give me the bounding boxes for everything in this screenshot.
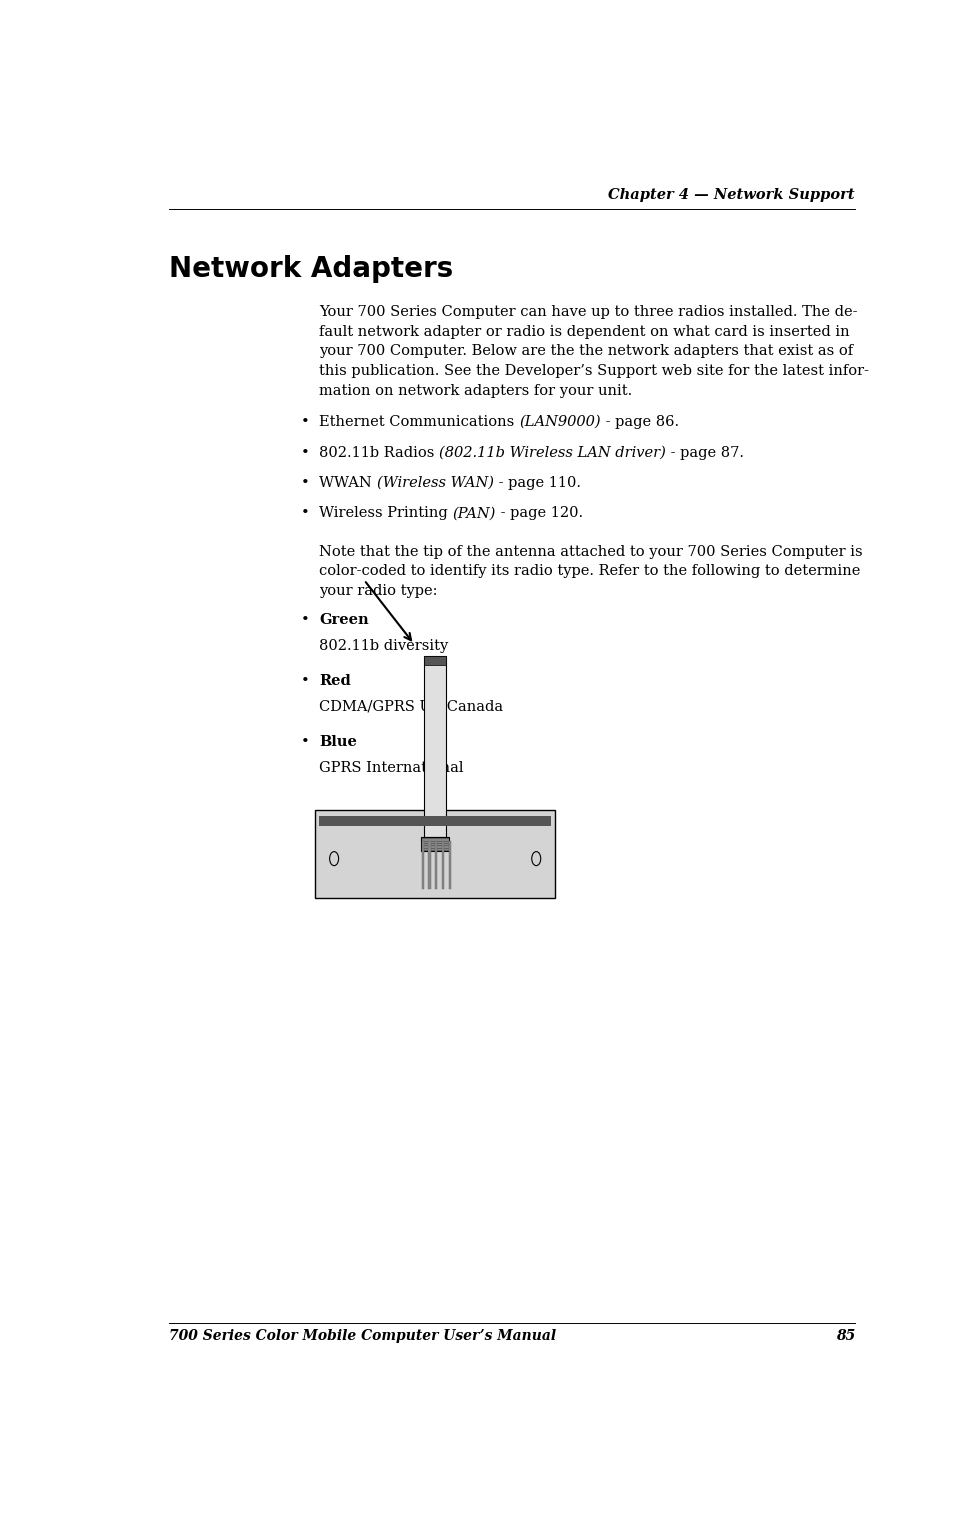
Text: GPRS International: GPRS International <box>319 761 464 775</box>
Bar <box>315 810 555 898</box>
Text: 700 Series Color Mobile Computer User’s Manual: 700 Series Color Mobile Computer User’s … <box>169 1329 556 1343</box>
Text: •: • <box>300 445 309 460</box>
Text: 85: 85 <box>836 1329 855 1343</box>
Text: - page 86.: - page 86. <box>601 415 679 430</box>
Text: mation on network adapters for your unit.: mation on network adapters for your unit… <box>319 384 633 398</box>
Text: - page 87.: - page 87. <box>666 445 744 460</box>
Text: fault network adapter or radio is dependent on what card is inserted in: fault network adapter or radio is depend… <box>319 325 850 339</box>
Bar <box>429 842 431 889</box>
Text: (Wireless WAN): (Wireless WAN) <box>377 475 494 491</box>
Bar <box>441 842 444 889</box>
Text: Note that the tip of the antenna attached to your 700 Series Computer is: Note that the tip of the antenna attache… <box>319 545 863 559</box>
Bar <box>424 656 446 665</box>
Text: Red: Red <box>319 674 351 688</box>
Text: Network Adapters: Network Adapters <box>169 255 454 283</box>
Bar <box>435 842 438 889</box>
Bar <box>319 816 552 825</box>
Text: 802.11b Radios: 802.11b Radios <box>319 445 440 460</box>
Text: (LAN9000): (LAN9000) <box>519 415 601 430</box>
Text: •: • <box>300 415 309 430</box>
Text: - page 110.: - page 110. <box>494 475 581 491</box>
Text: 802.11b diversity: 802.11b diversity <box>319 639 448 653</box>
Text: •: • <box>300 735 309 749</box>
Text: WWAN: WWAN <box>319 475 377 491</box>
Text: Blue: Blue <box>319 735 357 749</box>
Text: Green: Green <box>319 614 369 627</box>
Text: your 700 Computer. Below are the the network adapters that exist as of: your 700 Computer. Below are the the net… <box>319 345 853 358</box>
Text: •: • <box>300 475 309 491</box>
Text: color-coded to identify its radio type. Refer to the following to determine: color-coded to identify its radio type. … <box>319 564 861 579</box>
Text: (PAN): (PAN) <box>452 506 496 521</box>
Text: CDMA/GPRS US/Canada: CDMA/GPRS US/Canada <box>319 700 503 714</box>
Text: •: • <box>300 614 309 627</box>
Text: •: • <box>300 674 309 688</box>
Text: Wireless Printing: Wireless Printing <box>319 506 452 521</box>
Bar <box>421 837 449 851</box>
Bar <box>424 656 446 837</box>
Text: (802.11b Wireless LAN driver): (802.11b Wireless LAN driver) <box>440 445 666 460</box>
Text: Ethernet Communications: Ethernet Communications <box>319 415 519 430</box>
Text: - page 120.: - page 120. <box>496 506 583 521</box>
Bar <box>448 842 451 889</box>
Bar <box>422 842 424 889</box>
Text: Chapter 4 — Network Support: Chapter 4 — Network Support <box>609 188 855 202</box>
Text: Your 700 Series Computer can have up to three radios installed. The de-: Your 700 Series Computer can have up to … <box>319 305 858 319</box>
Text: your radio type:: your radio type: <box>319 583 438 598</box>
Text: this publication. See the Developer’s Support web site for the latest infor-: this publication. See the Developer’s Su… <box>319 365 869 378</box>
Text: •: • <box>300 506 309 521</box>
